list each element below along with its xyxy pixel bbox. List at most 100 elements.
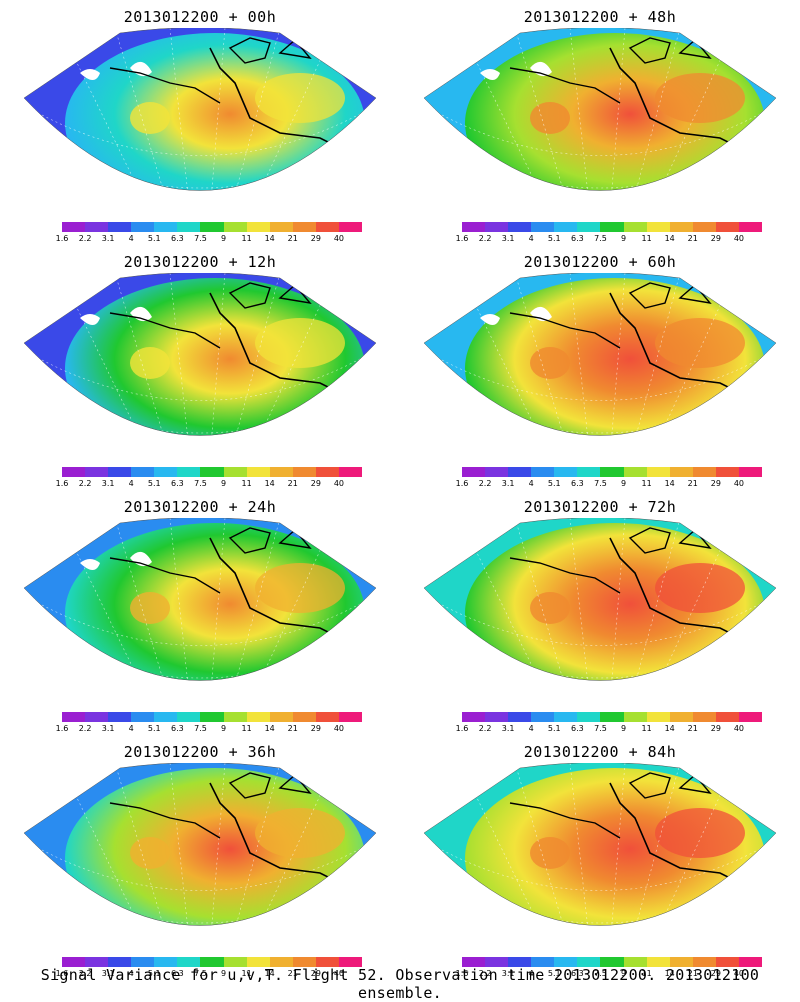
colorbar-tick-label: 9 — [220, 234, 227, 243]
forecast-panel: 2013012200 + 00h 1.6 2.2 3.1 4 5.1 6.3 7.5 9 11 14… — [0, 0, 400, 245]
colorbar-tick-label: 21 — [687, 234, 698, 243]
colorbar-segment — [531, 957, 555, 967]
colorbar-tick-label: 21 — [287, 969, 298, 978]
colorbar-ticks: 1.6 2.2 3.1 4 5.1 6.3 7.5 9 11 14 21 29 40 — [450, 479, 770, 489]
colorbar-tick-label: 2.2 — [78, 234, 92, 243]
colorbar-tick-label: 1.6 — [455, 479, 469, 488]
colorbar-tick-label: 5.1 — [547, 724, 561, 733]
colorbar-segment — [462, 467, 486, 477]
colorbar-segment — [338, 467, 363, 477]
colorbar-tick-label: 3.1 — [501, 479, 515, 488]
colorbar-tick-label: 11 — [241, 479, 252, 488]
colorbar-segment — [338, 222, 363, 232]
colorbar-segment — [246, 712, 271, 722]
colorbar-tick-label: 11 — [641, 479, 652, 488]
colorbar-tick-label: 3.1 — [501, 234, 515, 243]
colorbar-segment — [577, 222, 601, 232]
colorbar-tick-label: 40 — [333, 724, 345, 733]
colorbar-segment — [485, 222, 509, 232]
colorbar-tick-label: 40 — [733, 969, 745, 978]
colorbar-segment — [269, 222, 294, 232]
colorbar-segment — [600, 222, 625, 232]
colorbar-tick-label: 11 — [641, 969, 652, 978]
variance-map — [423, 763, 777, 926]
colorbar-tick-label: 40 — [333, 969, 345, 978]
colorbar-segment — [223, 467, 248, 477]
colorbar-tick-label: 29 — [310, 969, 321, 978]
colorbar-segment — [485, 467, 509, 477]
colorbar-segment — [577, 467, 601, 477]
colorbar-tick-label: 4 — [528, 724, 534, 733]
colorbar-tick-label: 9 — [220, 479, 227, 488]
colorbar-segment — [223, 957, 248, 967]
variance-map — [23, 518, 377, 681]
colorbar-segment — [269, 712, 294, 722]
colorbar-tick-label: 5.1 — [547, 234, 561, 243]
colorbar-tick-label: 1.6 — [55, 969, 69, 978]
colorbar-tick-label: 9 — [620, 724, 627, 733]
colorbar-tick-label: 29 — [710, 234, 721, 243]
forecast-panel: 2013012200 + 12h 1.6 2.2 3.1 4 5.1 6.3 7.5 9 11 14… — [0, 245, 400, 490]
colorbar-segment — [62, 467, 86, 477]
colorbar-segment — [462, 222, 486, 232]
colorbar-segment — [669, 222, 694, 232]
colorbar-segment — [623, 467, 648, 477]
colorbar-segment — [646, 222, 671, 232]
variance-map — [423, 28, 777, 191]
colorbar-tick-label: 29 — [310, 234, 321, 243]
colorbar-segment — [85, 712, 109, 722]
colorbar — [62, 222, 363, 232]
colorbar-tick-label: 3.1 — [101, 479, 115, 488]
colorbar-tick-label: 11 — [641, 234, 652, 243]
variance-map — [23, 763, 377, 926]
colorbar-segment — [62, 222, 86, 232]
colorbar-segment — [600, 467, 625, 477]
forecast-panel: 2013012200 + 84h 1.6 2.2 3.1 4 5.1 6.3 7.5 9 11 14… — [400, 735, 800, 980]
colorbar-tick-label: 21 — [287, 234, 298, 243]
colorbar-segment — [131, 957, 155, 967]
colorbar-tick-label: 2.2 — [78, 969, 92, 978]
panel-title: 2013012200 + 84h — [523, 743, 677, 761]
colorbar-segment — [200, 467, 225, 477]
colorbar-segment — [646, 467, 671, 477]
colorbar — [462, 222, 763, 232]
colorbar-tick-label: 1.6 — [455, 969, 469, 978]
colorbar-segment — [715, 712, 740, 722]
colorbar-segment — [738, 467, 763, 477]
colorbar-segment — [315, 222, 340, 232]
colorbar-tick-label: 3.1 — [101, 724, 115, 733]
colorbar-segment — [692, 957, 717, 967]
colorbar — [462, 467, 763, 477]
colorbar-tick-label: 5.1 — [547, 969, 561, 978]
colorbar-tick-label: 29 — [710, 969, 721, 978]
colorbar-segment — [154, 222, 178, 232]
colorbar-segment — [338, 957, 363, 967]
colorbar-tick-label: 7.5 — [594, 969, 607, 978]
colorbar-segment — [269, 957, 294, 967]
colorbar-tick-label: 1.6 — [55, 724, 69, 733]
colorbar-segment — [62, 957, 86, 967]
colorbar-tick-label: 1.6 — [455, 234, 469, 243]
colorbar-tick-label: 9 — [620, 234, 627, 243]
colorbar-tick-label: 4 — [128, 479, 134, 488]
colorbar-tick-label: 2.2 — [78, 479, 92, 488]
colorbar-ticks: 1.6 2.2 3.1 4 5.1 6.3 7.5 9 11 14 21 29 40 — [50, 724, 370, 734]
colorbar-segment — [623, 222, 648, 232]
colorbar-segment — [108, 222, 132, 232]
colorbar-segment — [154, 467, 178, 477]
colorbar-segment — [177, 467, 201, 477]
colorbar-tick-label: 11 — [241, 969, 252, 978]
colorbar-segment — [223, 712, 248, 722]
colorbar-tick-label: 40 — [733, 234, 745, 243]
colorbar-segment — [531, 222, 555, 232]
colorbar-segment — [131, 712, 155, 722]
colorbar-segment — [246, 222, 271, 232]
colorbar-segment — [692, 712, 717, 722]
variance-map — [23, 28, 377, 191]
colorbar-segment — [292, 467, 317, 477]
variance-map — [423, 273, 777, 436]
colorbar-segment — [692, 222, 717, 232]
colorbar-tick-label: 9 — [620, 479, 627, 488]
colorbar-tick-label: 9 — [220, 724, 227, 733]
colorbar-segment — [177, 957, 201, 967]
